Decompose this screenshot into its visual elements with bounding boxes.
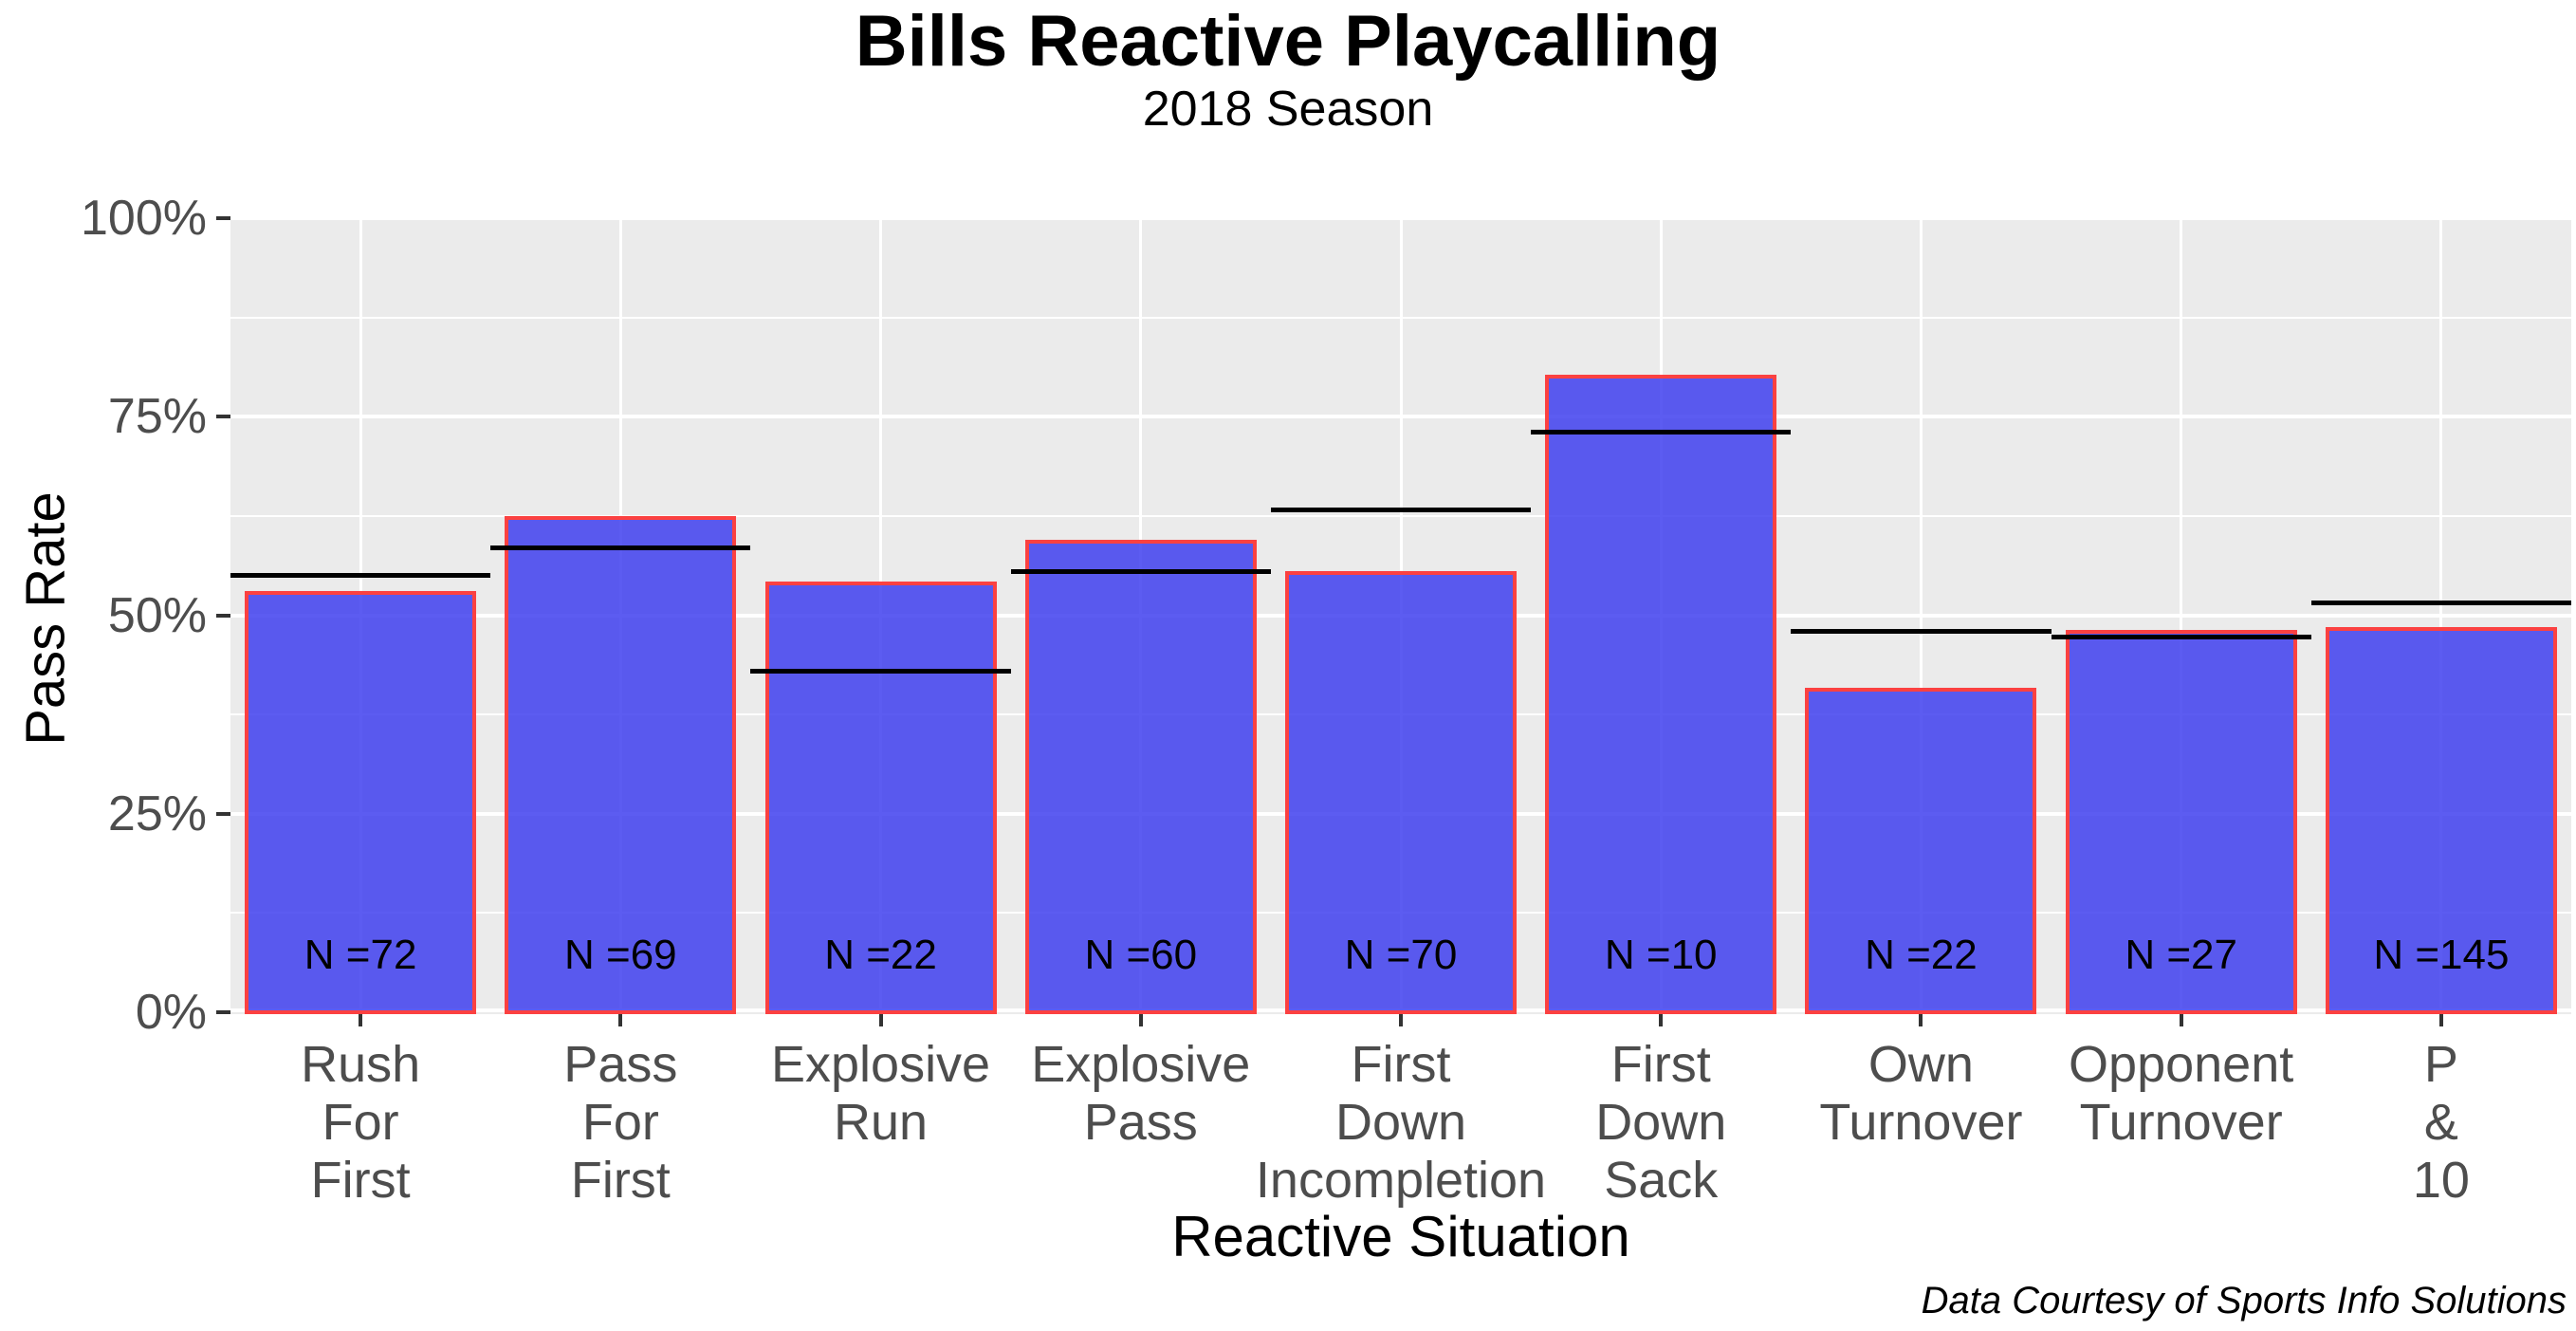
sample-size-label: N =69 xyxy=(564,932,677,978)
x-tick-label: Explosive Run xyxy=(770,1036,991,1151)
chart-subtitle: 2018 Season xyxy=(1142,82,1434,137)
y-tick-mark xyxy=(216,811,230,816)
bar-own-turnover xyxy=(1805,688,2037,1014)
bar-first-down-sack xyxy=(1545,375,1777,1014)
bar-opponent-turnover xyxy=(2065,630,2297,1014)
chart-caption: Data Courtesy of Sports Info Solutions xyxy=(1921,1280,2567,1322)
league-average-line xyxy=(230,573,491,579)
y-tick-label: 75% xyxy=(107,389,207,445)
sample-size-label: N =22 xyxy=(1865,932,1978,978)
x-tick-mark xyxy=(2179,1012,2183,1026)
x-tick-label: First Down Sack xyxy=(1595,1036,1727,1209)
x-tick-label: Opponent Turnover xyxy=(2069,1036,2294,1151)
sample-size-label: N =10 xyxy=(1604,932,1718,978)
x-axis-title: Reactive Situation xyxy=(1171,1205,1630,1268)
league-average-line xyxy=(1791,628,2052,634)
y-tick-label: 0% xyxy=(135,985,207,1040)
sample-size-label: N =70 xyxy=(1344,932,1458,978)
y-tick-label: 25% xyxy=(107,786,207,841)
league-average-line xyxy=(490,545,751,550)
sample-size-label: N =72 xyxy=(304,932,417,978)
x-tick-mark xyxy=(2438,1012,2443,1026)
sample-size-label: N =145 xyxy=(2373,932,2510,978)
x-tick-mark xyxy=(1919,1012,1923,1026)
x-major-gridline xyxy=(1919,216,1923,1014)
bar-explosive-run xyxy=(764,582,997,1014)
x-tick-label: Own Turnover xyxy=(1819,1036,2023,1151)
sample-size-label: N =22 xyxy=(824,932,937,978)
league-average-line xyxy=(2051,635,2311,640)
bar-first-down-incompletion xyxy=(1285,571,1517,1014)
league-average-line xyxy=(750,668,1011,674)
x-tick-mark xyxy=(1399,1012,1403,1026)
x-tick-mark xyxy=(618,1012,623,1026)
x-major-gridline xyxy=(2439,216,2443,1014)
league-average-line xyxy=(1270,507,1532,512)
bar-explosive-pass xyxy=(1024,540,1257,1014)
x-tick-label: Rush For First xyxy=(301,1036,421,1209)
y-tick-label: 50% xyxy=(107,587,207,643)
x-major-gridline xyxy=(2180,216,2183,1014)
y-tick-mark xyxy=(216,613,230,618)
y-tick-label: 100% xyxy=(81,191,207,246)
bar-pass-for-first xyxy=(505,515,737,1014)
chart-title: Bills Reactive Playcalling xyxy=(855,1,1721,82)
y-tick-mark xyxy=(216,415,230,419)
league-average-line xyxy=(1531,430,1792,435)
sample-size-label: N =60 xyxy=(1084,932,1198,978)
bar-p-10 xyxy=(2325,626,2557,1014)
x-tick-mark xyxy=(1659,1012,1664,1026)
x-tick-mark xyxy=(878,1012,883,1026)
y-tick-mark xyxy=(216,1010,230,1014)
sample-size-label: N =27 xyxy=(2125,932,2237,978)
x-tick-mark xyxy=(359,1012,363,1026)
y-tick-mark xyxy=(216,216,230,220)
league-average-line xyxy=(2310,601,2571,606)
x-tick-label: P & 10 xyxy=(2412,1036,2470,1209)
x-tick-label: Pass For First xyxy=(563,1036,678,1209)
league-average-line xyxy=(1010,568,1271,574)
x-tick-label: First Down Incompletion xyxy=(1255,1036,1547,1209)
x-tick-label: Explosive Pass xyxy=(1031,1036,1251,1151)
x-tick-mark xyxy=(1138,1012,1143,1026)
bar-rush-for-first xyxy=(245,591,477,1014)
